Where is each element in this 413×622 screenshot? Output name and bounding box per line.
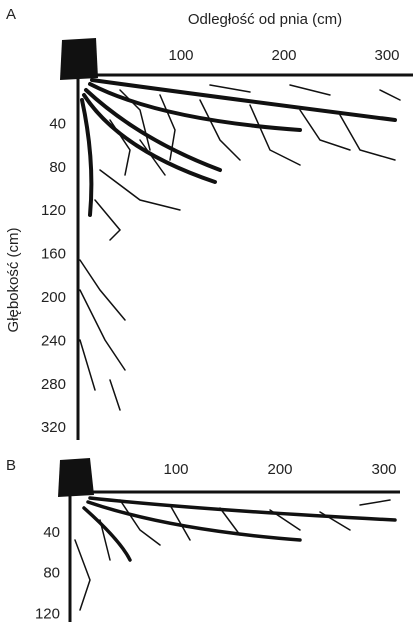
y-tick-label: 80 bbox=[43, 565, 60, 582]
x-tick-label: 200 bbox=[271, 47, 296, 64]
x-tick-label: 200 bbox=[267, 461, 292, 478]
y-tick-label: 320 bbox=[41, 419, 66, 436]
x-tick-label: 300 bbox=[374, 47, 399, 64]
y-tick-label: 120 bbox=[35, 605, 60, 622]
y-tick-label: 120 bbox=[41, 202, 66, 219]
y-tick-label: 80 bbox=[49, 159, 66, 176]
y-tick-label: 280 bbox=[41, 376, 66, 393]
y-tick-label: 200 bbox=[41, 289, 66, 306]
y-tick-label: 40 bbox=[43, 524, 60, 541]
x-tick-label: 100 bbox=[163, 461, 188, 478]
y-axis-title: Głębokość (cm) bbox=[5, 227, 22, 332]
y-tick-label: 240 bbox=[41, 332, 66, 349]
x-tick-label: 300 bbox=[371, 461, 396, 478]
panel-label: A bbox=[6, 6, 16, 23]
panel-label: B bbox=[6, 457, 16, 474]
root-drawing-a bbox=[60, 38, 413, 440]
x-tick-label: 100 bbox=[168, 47, 193, 64]
root-drawing-b bbox=[58, 458, 400, 622]
y-tick-label: 160 bbox=[41, 246, 66, 263]
y-tick-label: 40 bbox=[49, 115, 66, 132]
x-axis-title: Odległość od pnia (cm) bbox=[188, 11, 342, 28]
